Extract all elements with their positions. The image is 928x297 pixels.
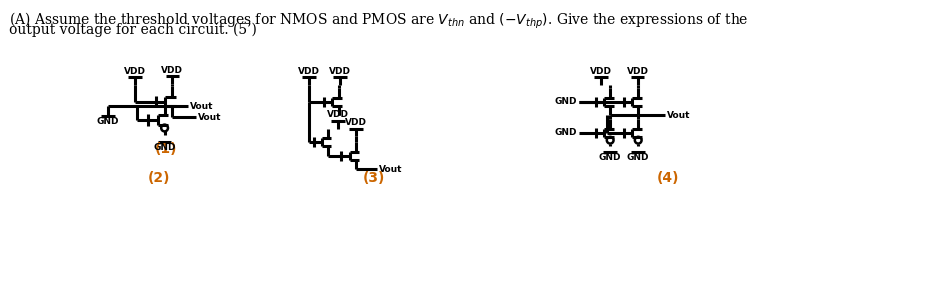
Text: VDD: VDD <box>298 67 319 75</box>
Text: GND: GND <box>97 117 119 126</box>
Text: Vout: Vout <box>189 102 213 111</box>
Text: GND: GND <box>626 153 649 162</box>
Text: VDD: VDD <box>625 67 648 75</box>
Text: VDD: VDD <box>345 118 367 127</box>
Text: VDD: VDD <box>329 67 351 75</box>
Text: (2): (2) <box>148 171 170 185</box>
Text: VDD: VDD <box>123 67 146 75</box>
Text: GND: GND <box>553 97 576 106</box>
Text: GND: GND <box>599 153 621 162</box>
Text: output voltage for each circuit. (5’): output voltage for each circuit. (5’) <box>9 22 257 37</box>
Text: (4): (4) <box>656 171 679 185</box>
Text: (1): (1) <box>154 142 177 156</box>
Text: VDD: VDD <box>589 67 612 75</box>
Text: Vout: Vout <box>199 113 222 121</box>
Text: (A) Assume the threshold voltages for NMOS and PMOS are $\mathit{V}_{thn}$ and $: (A) Assume the threshold voltages for NM… <box>9 11 748 31</box>
Text: (3): (3) <box>362 171 384 185</box>
Text: GND: GND <box>153 143 175 152</box>
Text: GND: GND <box>553 128 576 137</box>
Text: VDD: VDD <box>161 66 183 75</box>
Text: VDD: VDD <box>327 110 348 119</box>
Text: Vout: Vout <box>666 111 690 120</box>
Text: Vout: Vout <box>379 165 402 174</box>
